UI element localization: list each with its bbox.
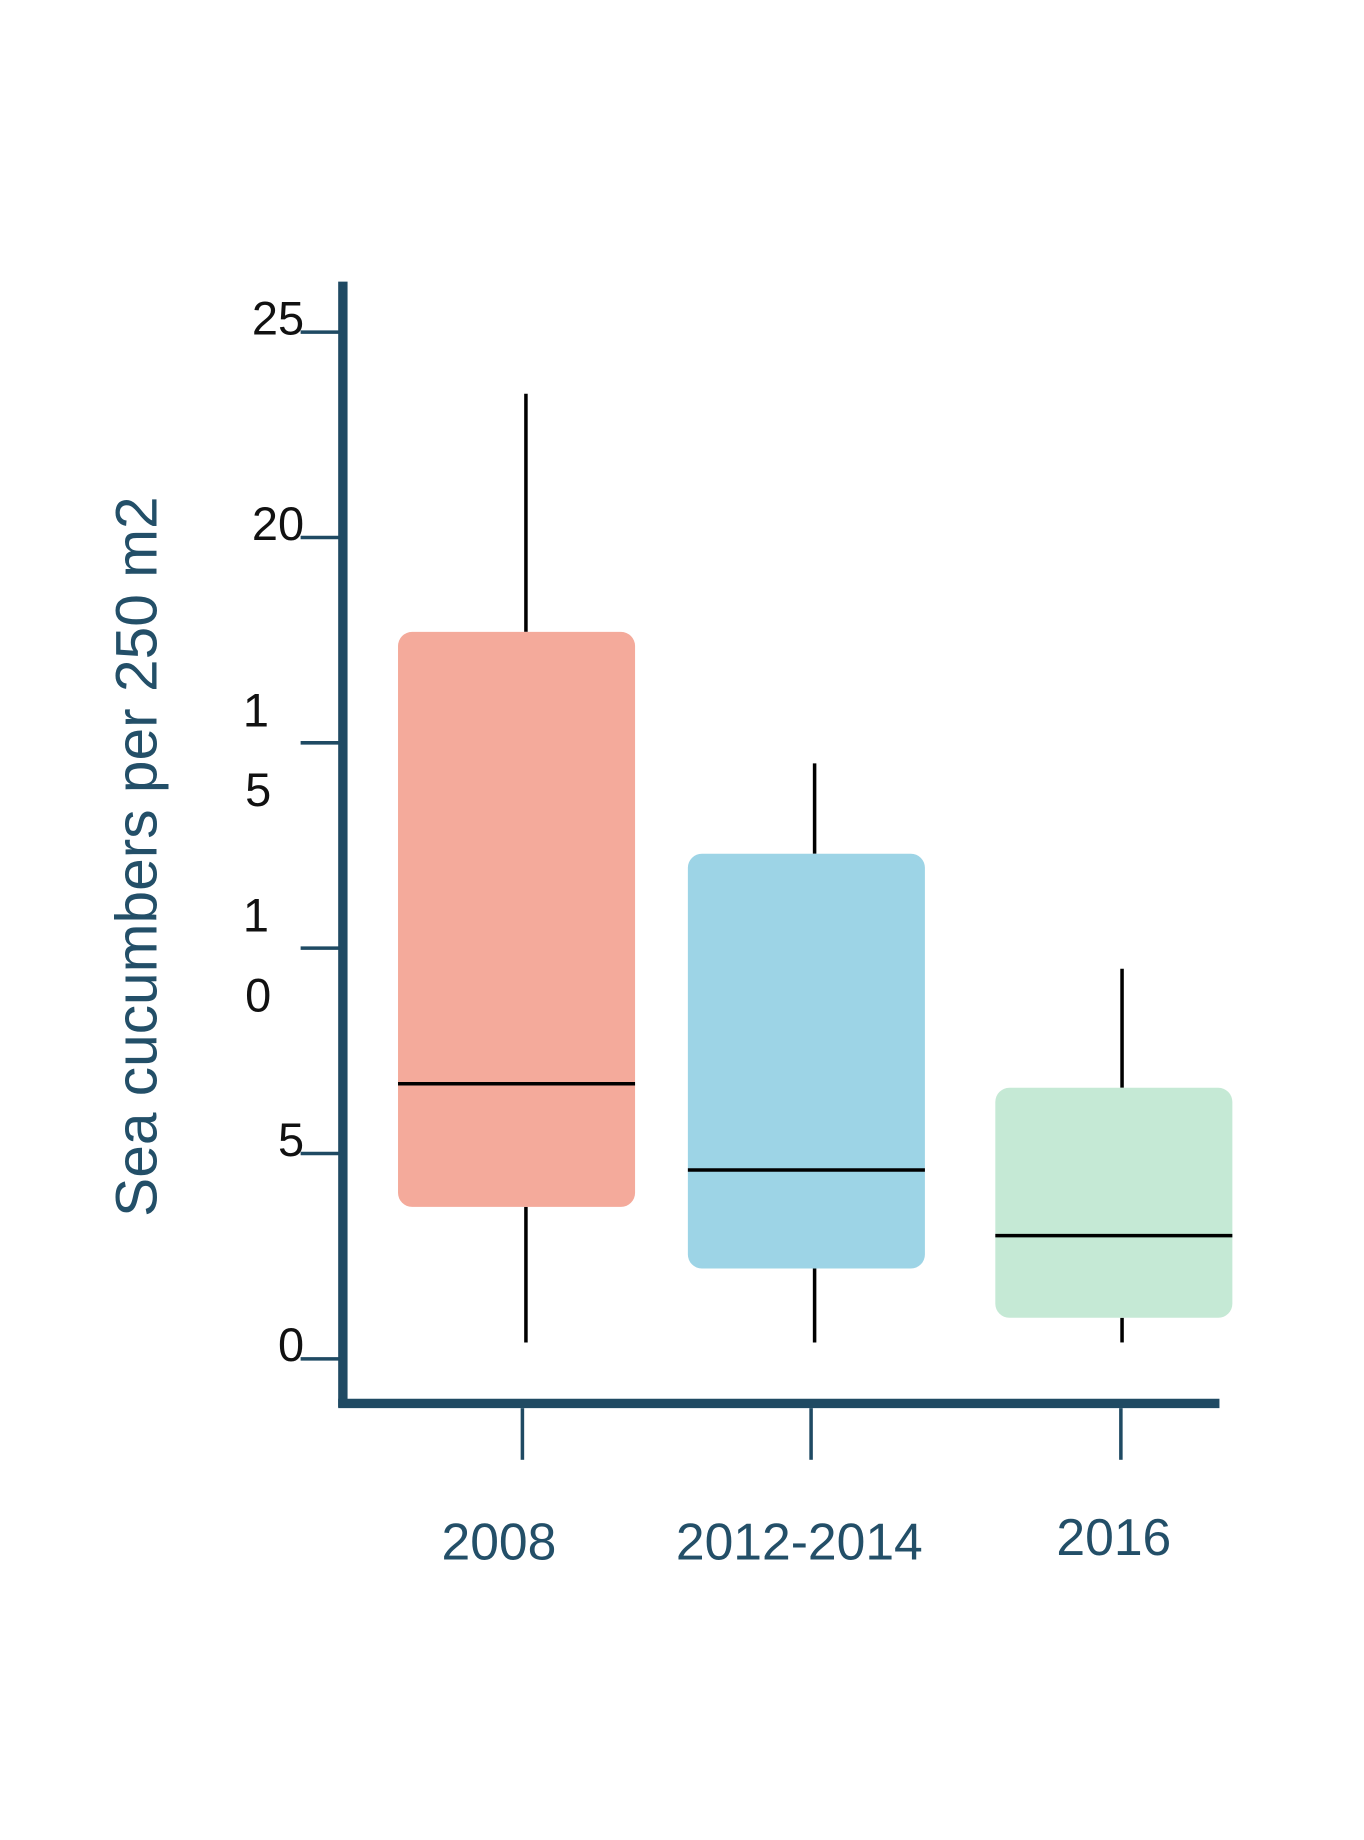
y-axis-label: Sea cucumbers per 250 m2 <box>104 496 169 1217</box>
x-tick-label: 2012-2014 <box>676 1513 923 1571</box>
y-tick-label: 0 <box>278 1319 304 1371</box>
y-tick-label: 20 <box>252 498 304 550</box>
box-2016 <box>995 1087 1233 1318</box>
box-2012-2014 <box>687 853 925 1269</box>
x-tick-label: 2016 <box>1056 1508 1171 1566</box>
box-2008 <box>398 631 636 1207</box>
y-tick-label-line: 5 <box>245 764 271 816</box>
y-tick-label-line: 1 <box>243 684 269 736</box>
x-tick-label: 2008 <box>442 1513 557 1571</box>
y-tick-label-line: 0 <box>245 970 271 1022</box>
y-tick-label-line: 1 <box>243 890 269 942</box>
y-tick-label: 5 <box>278 1114 304 1166</box>
y-tick-label: 25 <box>252 292 304 344</box>
